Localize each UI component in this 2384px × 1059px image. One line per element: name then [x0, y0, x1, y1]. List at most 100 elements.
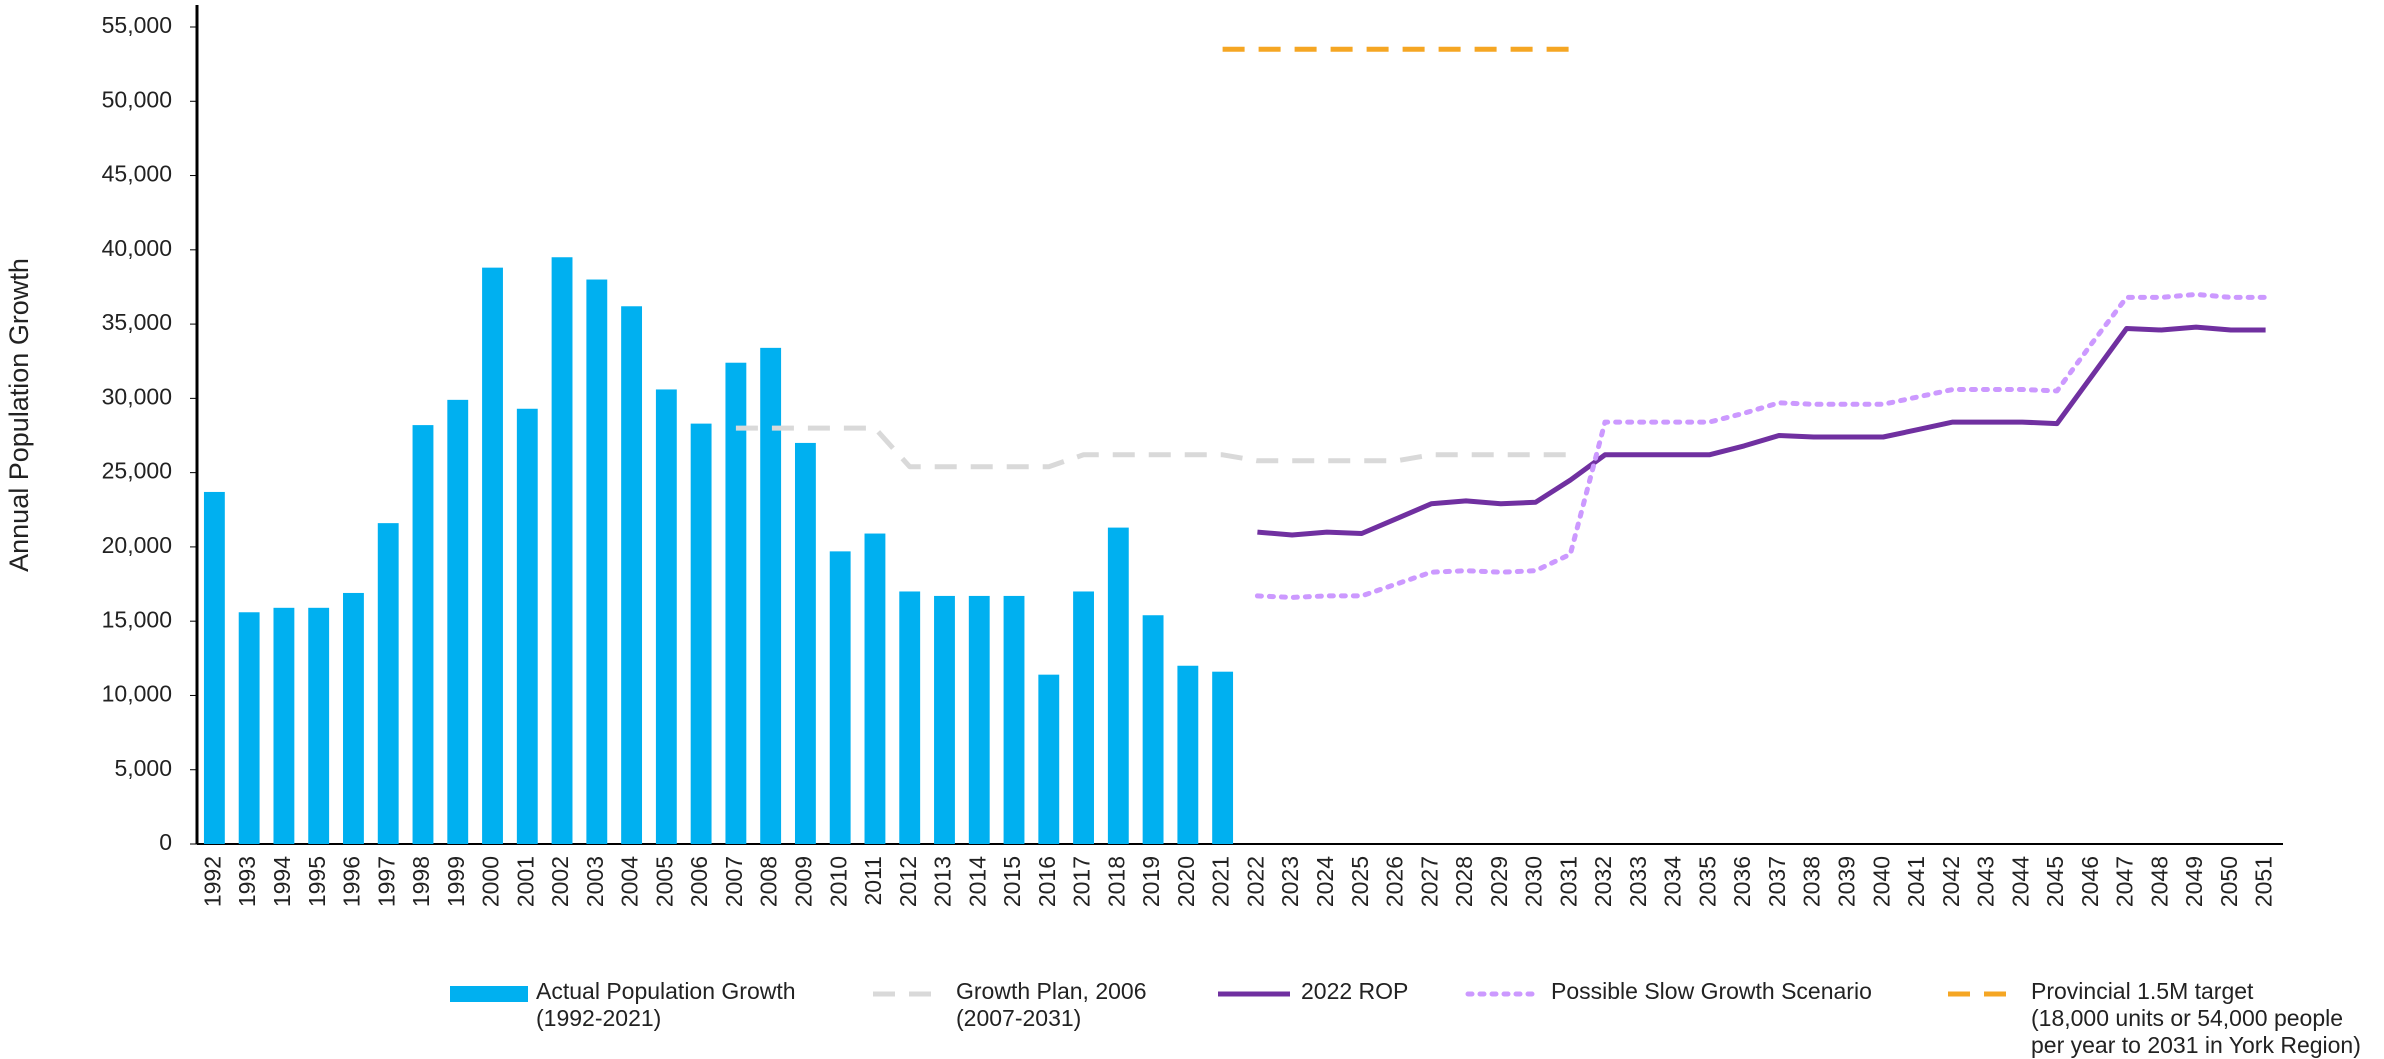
x-tick-label: 2033 [1625, 856, 1651, 907]
legend-item: 2022 ROP [1215, 978, 1408, 1005]
legend-label: Provincial 1.5M target (18,000 units or … [2031, 978, 2361, 1058]
x-tick-label: 2038 [1799, 856, 1825, 907]
x-tick-label: 2013 [930, 856, 956, 907]
bar [516, 408, 538, 844]
x-tick-label: 2019 [1138, 856, 1164, 907]
x-tick-label: 2027 [1416, 856, 1442, 907]
y-tick-label: 0 [159, 829, 172, 855]
legend-item: Possible Slow Growth Scenario [1465, 978, 1872, 1005]
x-tick-label: 2023 [1277, 856, 1303, 907]
bar [968, 595, 990, 844]
x-tick-label: 2046 [2077, 856, 2103, 907]
x-tick-label: 1999 [443, 856, 469, 907]
y-tick-label: 35,000 [102, 309, 172, 335]
x-tick-label: 2011 [860, 856, 886, 905]
bar [238, 612, 260, 844]
bar [1073, 591, 1094, 844]
bar [655, 389, 677, 844]
legend-swatch [1218, 991, 1290, 997]
x-tick-label: 2040 [1868, 856, 1894, 907]
bar [343, 592, 364, 844]
x-tick-label: 2008 [756, 856, 782, 907]
x-tick-label: 2025 [1347, 856, 1373, 907]
x-tick-label: 2032 [1590, 856, 1616, 907]
x-tick-label: 2049 [2181, 856, 2207, 907]
bar [1038, 674, 1060, 844]
y-tick-label: 50,000 [102, 86, 172, 112]
x-tick-label: 2010 [825, 856, 851, 907]
x-tick-label: 2042 [1938, 856, 1964, 907]
legend-label: Growth Plan, 2006 (2007-2031) [956, 978, 1147, 1031]
x-tick-label: 2031 [1555, 856, 1581, 907]
y-tick-label: 40,000 [102, 235, 172, 261]
legend: Actual Population Growth (1992-2021) Grow… [450, 978, 2380, 1058]
y-tick-label: 20,000 [102, 532, 172, 558]
y-axis-label: Annual Population Growth [4, 258, 34, 572]
x-tick-label: 1995 [304, 856, 330, 907]
x-tick-label: 2002 [547, 856, 573, 907]
y-tick-label: 25,000 [102, 458, 172, 484]
legend-swatch [450, 986, 528, 1002]
y-tick-label: 15,000 [102, 606, 172, 632]
bar [447, 399, 469, 844]
x-tick-label: 2014 [964, 856, 990, 907]
y-tick-label: 10,000 [102, 681, 172, 707]
x-tick-label: 2051 [2251, 856, 2277, 907]
x-tick-label: 2028 [1451, 856, 1477, 907]
chart: Annual Population Growth 0 5,000 10,000 15,… [4, 5, 2283, 907]
x-tick-label: 2017 [1069, 856, 1095, 907]
legend-item: Growth Plan, 2006 (2007-2031) [870, 978, 1147, 1032]
bar [1003, 595, 1025, 844]
x-tick-label: 2037 [1764, 856, 1790, 907]
legend-item: Provincial 1.5M target (18,000 units or … [1945, 978, 2361, 1059]
x-tick-label: 2041 [1903, 856, 1929, 907]
bar [1212, 671, 1234, 844]
bar [412, 425, 434, 844]
x-tick-label: 2024 [1312, 856, 1338, 907]
x-tick-label: 1997 [373, 856, 399, 907]
x-tick-label: 2004 [617, 856, 643, 907]
y-tick-label: 5,000 [114, 755, 172, 781]
bar [760, 347, 782, 844]
x-tick-label: 2000 [478, 856, 504, 907]
x-tick-label: 2036 [1729, 856, 1755, 907]
x-tick-label: 2034 [1660, 856, 1686, 907]
bar [1177, 665, 1199, 844]
x-tick-label: 2048 [2146, 856, 2172, 907]
bar [203, 491, 225, 844]
x-tick-label: 2030 [1521, 856, 1547, 907]
x-tick-label: 1992 [199, 856, 225, 907]
bar [690, 423, 712, 844]
x-tick-label: 2021 [1208, 856, 1234, 907]
bar [377, 523, 399, 844]
x-tick-label: 1996 [339, 856, 365, 907]
x-tick-label: 2001 [512, 856, 538, 907]
x-tick-label: 2003 [582, 856, 608, 907]
x-tick-label: 2026 [1382, 856, 1408, 907]
legend-swatch [873, 991, 945, 997]
line-dashed [735, 425, 1571, 470]
x-tick-label: 2022 [1242, 856, 1268, 907]
x-tick-label: 2007 [721, 856, 747, 907]
legend-label: Possible Slow Growth Scenario [1551, 978, 1872, 1004]
bar [794, 442, 816, 844]
bar [621, 306, 643, 844]
x-tick-label: 2045 [2042, 856, 2068, 907]
bar [1142, 615, 1164, 844]
line-solid [1257, 324, 2266, 538]
x-tick-label: 1994 [269, 856, 295, 907]
x-tick-label: 2018 [1103, 856, 1129, 907]
x-tick-label: 2016 [1034, 856, 1060, 907]
legend-swatch [1465, 991, 1543, 997]
legend-swatch-bar [450, 986, 528, 1002]
y-tick-label: 55,000 [102, 12, 172, 38]
y-tick-label: 45,000 [102, 161, 172, 187]
x-tick-label: 2039 [1833, 856, 1859, 907]
bar [273, 607, 295, 844]
x-tick-label: 2043 [1973, 856, 1999, 907]
x-tick-label: 1998 [408, 856, 434, 907]
bar [864, 533, 886, 844]
bar [829, 551, 851, 844]
bar [308, 607, 330, 844]
